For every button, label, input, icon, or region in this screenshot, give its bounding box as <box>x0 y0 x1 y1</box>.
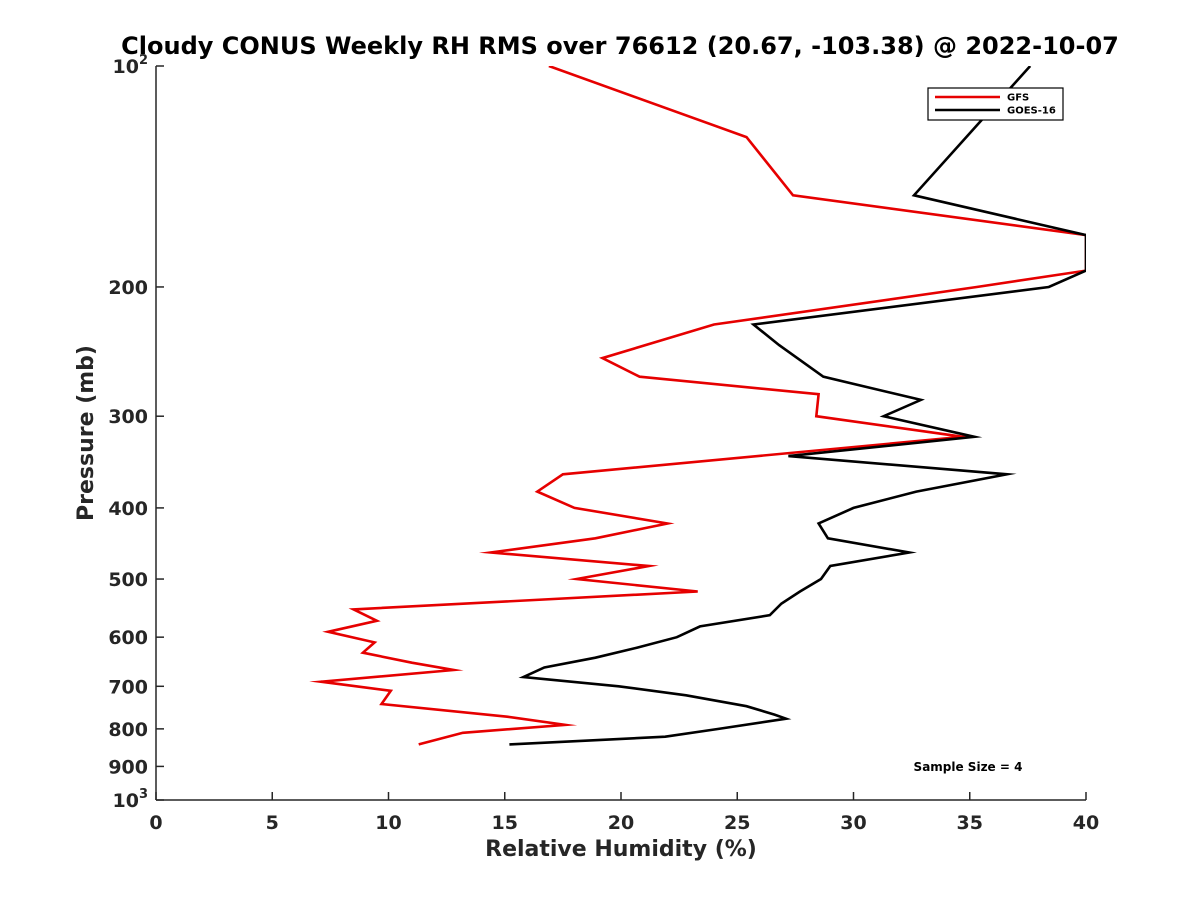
y-tick-label: 400 <box>108 498 148 520</box>
y-tick-label: 300 <box>108 406 148 428</box>
y-tick-label: 600 <box>108 627 148 649</box>
legend-box <box>927 87 1064 121</box>
series-layer <box>309 66 1086 746</box>
x-tick-label: 25 <box>724 812 750 834</box>
x-tick-label: 15 <box>492 812 518 834</box>
y-tick-label: 800 <box>108 719 148 741</box>
y-axis-label: Pressure (mb) <box>74 345 99 521</box>
y-tick-label: 500 <box>108 569 148 591</box>
y-tick-label: 102 <box>113 53 149 78</box>
sample-size-annotation: Sample Size = 4 <box>914 760 1023 774</box>
y-tick-label: 200 <box>108 277 148 299</box>
x-tick-label: 40 <box>1073 812 1099 834</box>
x-tick-label: 10 <box>375 812 401 834</box>
x-tick-label: 5 <box>266 812 279 834</box>
y-axis-ticks: 102 200 300 400 500 600 700 800 900 103 <box>108 53 164 812</box>
legend-label-gfs: GFS <box>1007 93 1029 104</box>
legend: GFS GOES-16 <box>927 87 1064 121</box>
chart-title: Cloudy CONUS Weekly RH RMS over 76612 (2… <box>121 32 1119 60</box>
series-line-gfs <box>309 66 1086 746</box>
x-axis-ticks: 0 5 10 15 20 25 30 35 40 <box>149 792 1099 834</box>
series-line-goes-16 <box>509 66 1086 746</box>
x-axis-label: Relative Humidity (%) <box>485 837 757 862</box>
y-tick-label: 900 <box>108 756 148 778</box>
x-tick-label: 35 <box>957 812 983 834</box>
x-tick-label: 30 <box>840 812 866 834</box>
legend-label-goes16: GOES-16 <box>1007 106 1056 117</box>
x-tick-label: 0 <box>149 812 162 834</box>
y-tick-label: 700 <box>108 676 148 698</box>
x-tick-label: 20 <box>608 812 634 834</box>
plot-area: 0 5 10 15 20 25 30 35 40 102 200 300 400 500 600 700 80… <box>108 53 1099 834</box>
y-tick-label: 103 <box>113 787 149 812</box>
